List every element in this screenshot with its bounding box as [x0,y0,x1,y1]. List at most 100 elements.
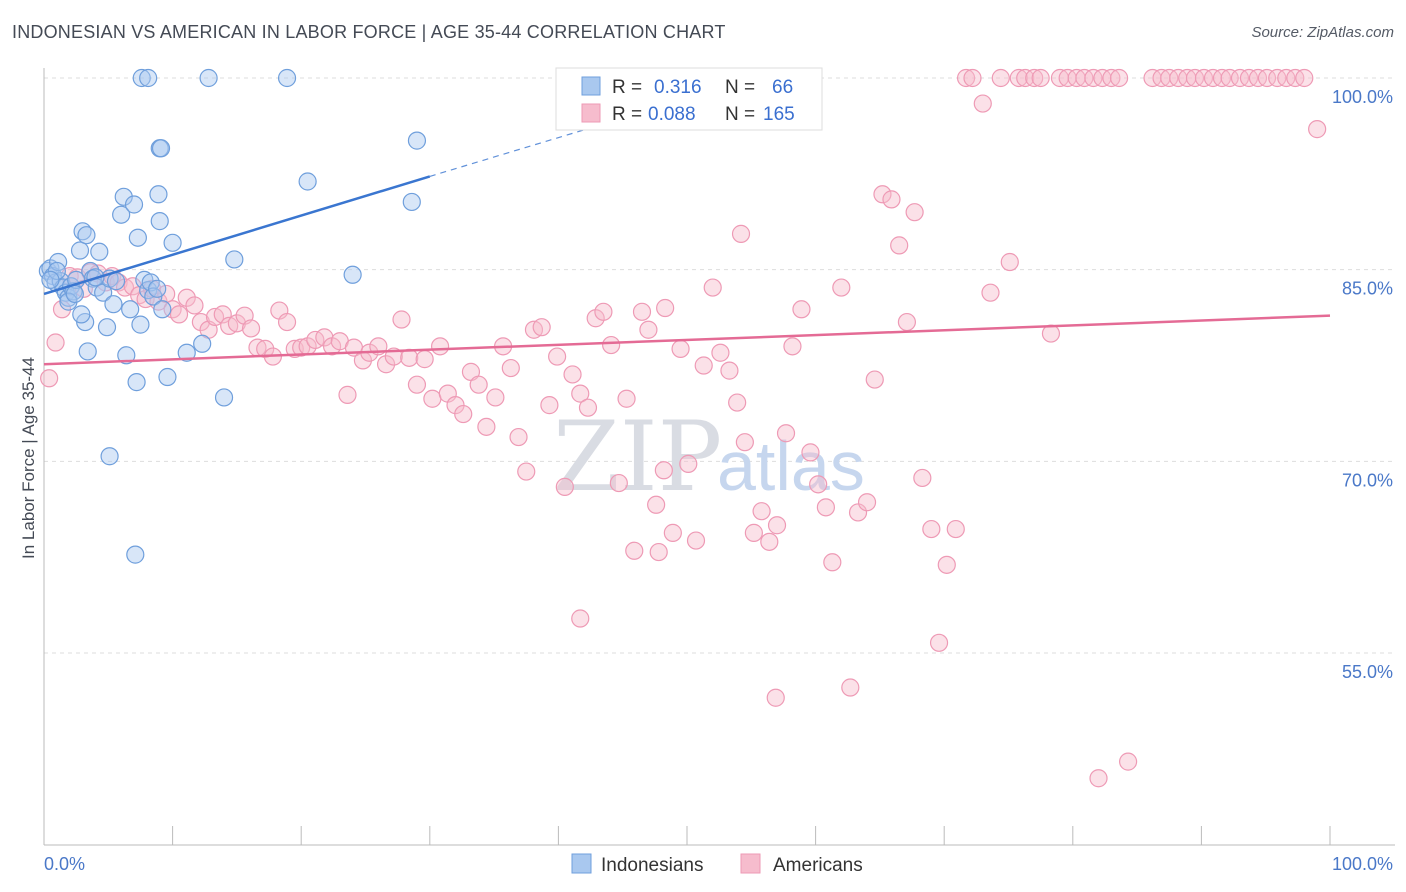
y-tick-label-0: 100.0% [1332,87,1393,107]
american-point [1089,769,1108,788]
american-point [711,343,730,362]
american-point [609,473,628,493]
american-point [1308,120,1327,139]
indonesian-point [153,300,172,319]
indonesian-point [131,315,150,334]
american-point [392,310,411,329]
american-point [1009,68,1028,88]
y-axis-label: In Labor Force | Age 35-44 [19,357,38,559]
american-point [809,475,828,494]
american-point [469,375,488,394]
indonesian-point [402,192,421,212]
american-point [686,531,706,550]
bottom-legend-label-indonesians: Indonesians [601,855,703,876]
y-tick-label-3: 55.0% [1342,662,1393,682]
american-point [430,337,450,356]
american-point [1257,68,1277,88]
indonesian-point [106,272,126,291]
american-point [213,305,232,324]
y-tick-label-1: 85.0% [1342,279,1393,299]
american-point [617,389,636,408]
american-point [185,296,204,315]
indonesian-point [104,295,123,314]
american-point [532,318,551,337]
american-point [905,203,924,222]
indonesian-point [70,241,90,260]
american-point [946,519,965,539]
indonesian-point [158,367,177,387]
american-point [654,461,673,480]
legend-r-value-1: 0.316 [654,77,702,98]
indonesian-point [124,195,144,214]
american-point [1102,68,1121,88]
legend-n-label-2: N = [725,104,755,125]
american-point [882,190,901,209]
american-point [1212,68,1232,88]
american-point [760,532,779,551]
american-point [865,370,884,389]
american-point [1118,752,1138,771]
indonesian-point [100,447,119,466]
american-point [423,389,442,408]
american-point [766,688,785,707]
american-point [555,477,574,496]
american-point [728,393,747,412]
indonesian-point [121,300,140,319]
indonesian-point [112,205,131,224]
american-point [376,355,396,374]
american-point [873,185,892,204]
american-point [486,388,505,407]
indonesian-point [41,270,60,289]
american-point [40,369,59,388]
indonesian-point [277,68,297,88]
indonesian-point [150,212,169,231]
bottom-legend-swatch-indonesians [571,853,592,874]
american-point [735,433,754,452]
american-point [671,339,690,358]
y-tick-labels: 100.0% 85.0% 70.0% 55.0% [1332,87,1393,682]
indonesian-point [407,131,427,150]
american-point [415,350,434,369]
american-point [832,278,851,297]
american-point [801,443,820,462]
trendlines [43,119,1331,366]
american-point [227,314,246,333]
american-point [816,498,835,517]
indonesian-point [117,346,136,365]
american-point [517,462,536,481]
american-point [890,236,909,255]
american-point [540,396,559,415]
american-point [509,427,528,447]
american-point [407,375,427,394]
americans-points [40,68,1327,788]
american-point [639,320,658,339]
american-point [1031,68,1050,88]
american-point [744,523,763,542]
american-point [338,385,357,404]
american-point [115,278,135,297]
legend-r-label-1: R = [612,77,642,98]
chart-title: INDONESIAN VS AMERICAN IN LABOR FORCE | … [12,22,726,42]
american-point [647,495,666,514]
american-point [477,417,496,436]
indonesian-point [139,68,158,88]
x-tick-label-0: 0.0% [44,854,85,874]
indonesian-point [214,388,234,407]
legend-n-value-2: 165 [763,104,795,125]
american-point [823,553,842,572]
indonesian-point [72,305,91,324]
indonesian-point [343,265,362,284]
american-point [632,302,652,321]
american-point [679,454,698,473]
american-point [571,609,590,628]
american-point [767,516,787,535]
legend-r-label-2: R = [612,104,642,125]
american-point [973,94,992,113]
american-point [913,468,932,488]
indonesian-point [47,261,66,281]
x-tick-label-1: 100.0% [1332,854,1393,874]
indonesian-point [225,250,244,269]
american-point [963,68,982,88]
american-point [981,283,1000,302]
american-point [991,68,1010,88]
